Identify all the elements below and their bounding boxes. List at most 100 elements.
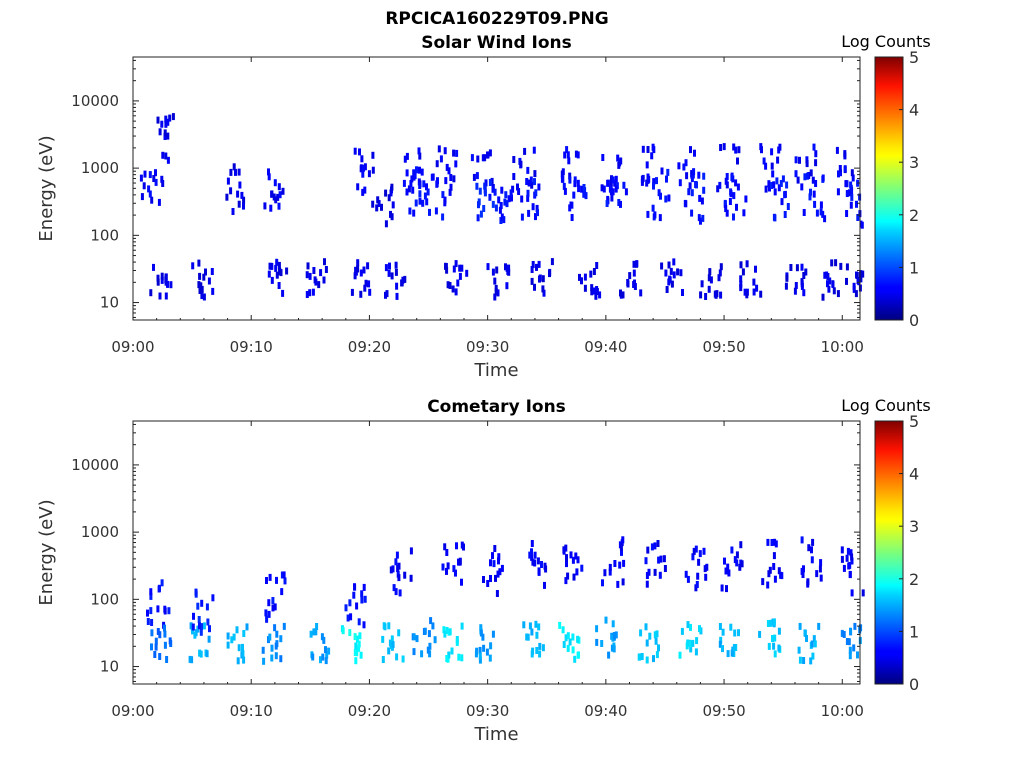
data-cell: [697, 558, 701, 566]
data-cell: [659, 192, 662, 200]
data-cell: [659, 555, 663, 563]
data-cell: [569, 551, 573, 559]
data-cell: [844, 180, 848, 188]
data-cell: [500, 564, 504, 572]
data-cell: [541, 285, 545, 293]
data-cell: [766, 581, 770, 589]
x-tick-label: 09:40: [584, 702, 627, 720]
data-cell: [460, 541, 464, 549]
data-cell: [637, 653, 641, 661]
data-cell: [394, 558, 398, 566]
data-cell: [646, 146, 650, 153]
data-cell: [388, 639, 392, 647]
data-cell: [202, 273, 206, 281]
data-cell: [641, 174, 645, 182]
y-axis-label: Energy (eV): [36, 499, 57, 605]
data-cell: [358, 148, 361, 156]
data-cell: [695, 637, 699, 645]
data-cell: [805, 156, 809, 164]
data-cell: [595, 638, 599, 646]
data-cell: [143, 170, 147, 178]
data-cell: [538, 650, 542, 658]
data-cell: [847, 638, 851, 646]
data-cell: [855, 272, 859, 279]
data-cell: [317, 281, 321, 289]
data-cell: [267, 173, 271, 181]
data-cell: [729, 190, 733, 198]
panel-title: Cometary Ions: [427, 397, 566, 417]
data-cell: [654, 637, 658, 645]
data-cell: [672, 271, 676, 279]
data-cell: [572, 191, 576, 199]
data-cell: [852, 644, 856, 652]
data-cell: [273, 624, 277, 632]
data-cell: [164, 115, 168, 123]
data-cell: [147, 185, 151, 193]
x-tick-label: 09:30: [466, 702, 509, 720]
data-cell: [403, 571, 407, 579]
data-cell: [571, 633, 575, 641]
data-cell: [478, 656, 482, 664]
data-cells: [146, 536, 865, 665]
data-cell: [488, 193, 492, 201]
data-cell: [279, 655, 283, 663]
data-cell: [359, 290, 363, 298]
data-cell: [574, 150, 578, 158]
data-cell: [690, 189, 694, 197]
data-cell: [441, 191, 445, 199]
data-cell: [275, 576, 278, 584]
data-cell: [653, 631, 657, 639]
data-cell: [447, 651, 451, 659]
data-cell: [645, 580, 649, 588]
data-cell: [200, 292, 204, 300]
data-cell: [730, 546, 734, 554]
data-cell: [697, 214, 701, 222]
data-cell: [839, 169, 842, 177]
data-cell: [598, 291, 602, 299]
data-cell: [354, 642, 358, 650]
data-cell: [226, 177, 230, 185]
data-cell: [780, 198, 784, 206]
data-cell: [651, 204, 655, 212]
data-cell: [859, 275, 863, 283]
data-cell: [819, 201, 823, 209]
data-cell: [775, 177, 779, 185]
data-cell: [738, 563, 742, 571]
data-cell: [828, 277, 832, 285]
data-cell: [359, 269, 363, 277]
data-cell: [819, 559, 823, 567]
data-cell: [164, 120, 168, 128]
data-cell: [686, 575, 690, 583]
data-cell: [425, 198, 429, 206]
data-cell: [205, 650, 209, 658]
data-cell: [231, 208, 235, 215]
data-cell: [442, 626, 446, 634]
data-cell: [166, 156, 170, 164]
data-cell: [444, 177, 448, 185]
y-tick-label: 10: [100, 658, 119, 676]
data-cell: [677, 162, 681, 170]
data-cell: [226, 632, 230, 640]
data-cell: [771, 170, 775, 178]
data-cell: [803, 629, 807, 637]
data-cell: [694, 648, 698, 656]
data-cell: [308, 272, 312, 280]
data-cell: [813, 640, 817, 648]
data-cell: [548, 268, 552, 276]
data-cell: [325, 651, 329, 659]
data-cell: [561, 626, 565, 634]
data-cell: [817, 622, 821, 630]
data-cell: [827, 285, 831, 293]
data-cell: [830, 259, 834, 267]
data-cell: [395, 653, 399, 661]
data-cell: [812, 190, 816, 198]
data-cell: [849, 181, 853, 189]
data-cell: [789, 264, 793, 271]
data-cell: [594, 292, 598, 300]
data-cell: [267, 270, 271, 278]
data-cell: [164, 152, 168, 160]
data-cell: [192, 612, 195, 620]
data-cell: [194, 588, 198, 596]
data-cell: [443, 630, 447, 638]
data-cell: [441, 563, 445, 571]
